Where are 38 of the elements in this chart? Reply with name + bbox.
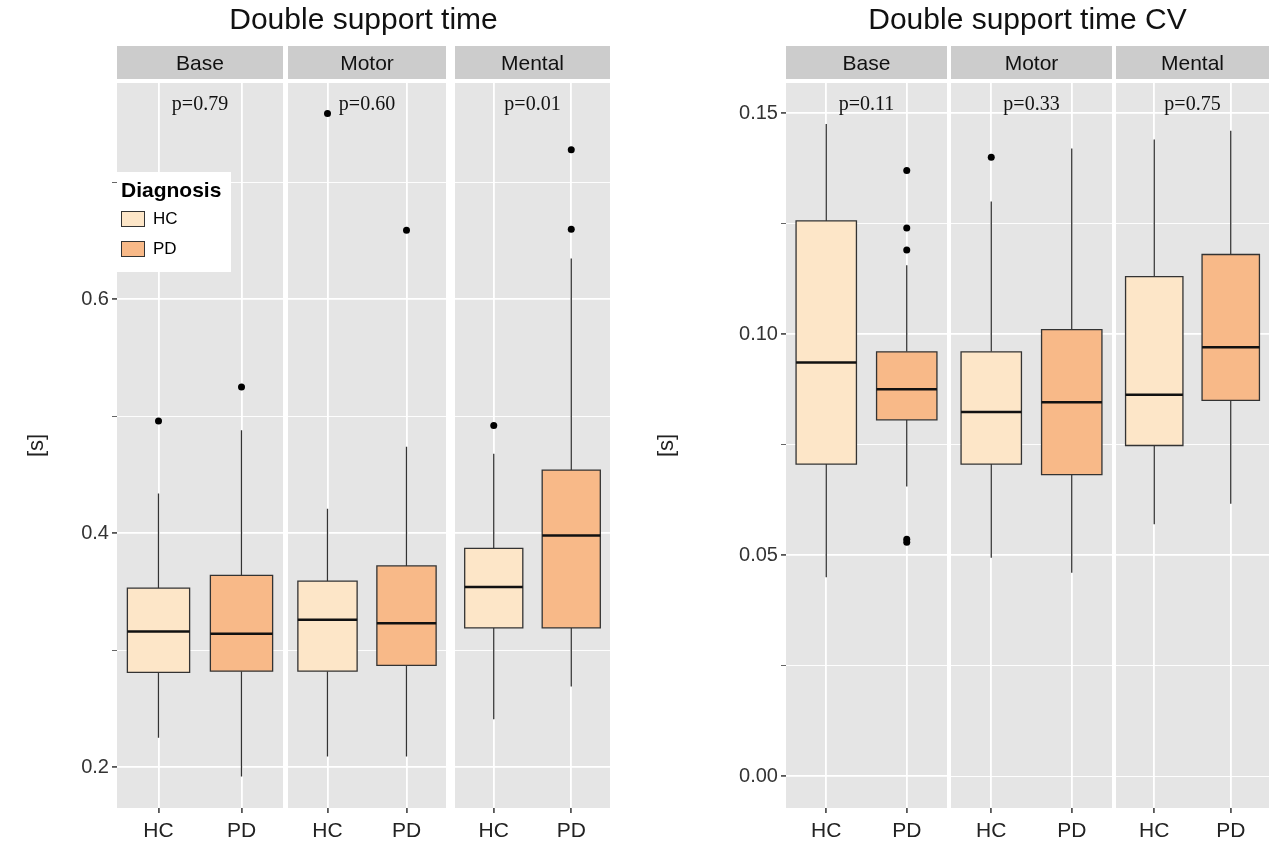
- y-tick-label: 0.6: [81, 286, 109, 309]
- chart-subtitle: Mental: [1116, 46, 1269, 79]
- x-tick-label: PD: [892, 818, 922, 842]
- annotation: p=0.33: [1003, 92, 1060, 116]
- x-tick-label: HC: [478, 818, 509, 842]
- y-tick-label: 0.2: [81, 754, 109, 777]
- x-tick-label: HC: [143, 818, 174, 842]
- legend-label: PD: [153, 239, 177, 259]
- text: Double support time: [228, 2, 499, 36]
- y-tick-label: 0.15: [739, 100, 778, 123]
- x-tick-label: PD: [1057, 818, 1087, 842]
- chart-subtitle: Base: [786, 46, 947, 79]
- annotation: p=0.11: [838, 92, 895, 116]
- annotation: p=0.01: [504, 92, 561, 116]
- x-tick-label: HC: [811, 818, 842, 842]
- annotation: p=0.79: [171, 92, 229, 116]
- y-tick-label: 0.05: [739, 542, 778, 565]
- x-tick-label: PD: [391, 818, 422, 842]
- x-tick-label: HC: [1139, 818, 1170, 842]
- x-tick-label: HC: [976, 818, 1007, 842]
- x-tick-label: PD: [556, 818, 586, 842]
- chart-subtitle: Motor: [951, 46, 1112, 79]
- y-tick-label: 0.4: [81, 520, 109, 543]
- chart-subtitle: Mental: [455, 46, 610, 79]
- chart-subtitle: Base: [117, 46, 283, 79]
- y-axis-title: [s]: [653, 433, 679, 458]
- annotation: p=0.60: [338, 92, 396, 116]
- x-tick-label: PD: [226, 818, 257, 842]
- y-tick-label: 0.00: [739, 763, 778, 786]
- legend-title: Diagnosis: [121, 178, 222, 202]
- x-tick-label: HC: [312, 818, 343, 842]
- x-tick-label: PD: [1216, 818, 1246, 842]
- y-axis-title: [s]: [23, 433, 49, 458]
- y-tick-label: 0.10: [739, 321, 778, 344]
- legend-label: HC: [153, 209, 178, 229]
- chart-subtitle: Motor: [288, 46, 446, 79]
- annotation: p=0.75: [1164, 92, 1221, 116]
- text: Double support time CV: [867, 2, 1188, 36]
